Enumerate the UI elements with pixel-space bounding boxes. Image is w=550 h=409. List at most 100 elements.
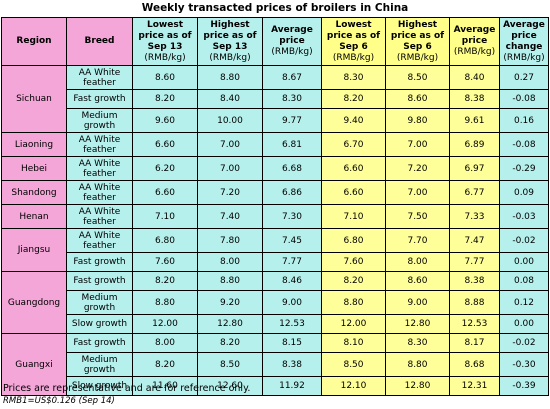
highest-sep13-cell: 7.20 (197, 180, 263, 205)
breed-cell: AA White feather (66, 180, 133, 205)
average-change-cell: 0.16 (499, 108, 549, 133)
lowest-sep6-cell: 12.10 (321, 376, 386, 396)
breed-cell: Medium growth (66, 290, 133, 315)
average-sep13-cell: 9.00 (262, 290, 322, 315)
average-change-cell: -0.02 (499, 228, 549, 253)
footnotes: Prices are representative and are for re… (3, 382, 250, 407)
average-sep13-cell: 8.67 (262, 65, 322, 90)
average-sep13-cell: 11.92 (262, 376, 322, 396)
average-sep6-cell: 6.89 (449, 132, 500, 157)
lowest-sep13-cell: 8.00 (132, 333, 198, 353)
lowest-sep13-cell: 8.60 (132, 65, 198, 90)
average-sep13-cell: 8.38 (262, 352, 322, 377)
lowest-sep13-cell: 11.60 (132, 376, 198, 396)
lowest-sep6-cell: 12.00 (321, 314, 386, 334)
table-row: Hebei AA White feather 6.20 7.00 6.68 6.60 7.2… (1, 156, 549, 181)
table-row: Henan AA White feather 7.10 7.40 7.30 7.10 7.5… (1, 204, 549, 229)
highest-sep6-cell: 8.60 (385, 271, 450, 291)
lowest-sep6-cell: 6.60 (321, 180, 386, 205)
broiler-price-table: Region Breed Lowest price as of Sep 13 (R… (1, 17, 549, 396)
exchange-rate-note: RMB1=US$0.126 (Sep 14) (3, 396, 115, 406)
highest-sep6-cell: 7.00 (385, 180, 450, 205)
header-region: Region (1, 17, 67, 66)
page-title: Weekly transacted prices of broilers in … (141, 2, 409, 14)
average-sep6-cell: 12.31 (449, 376, 500, 396)
lowest-sep6-cell: 7.10 (321, 204, 386, 229)
header-average-sep6: Average price (RMB/kg) (449, 17, 500, 66)
region-cell: Hebei (1, 156, 67, 181)
highest-sep6-cell: 8.60 (385, 89, 450, 109)
average-sep6-cell: 6.97 (449, 156, 500, 181)
average-change-cell: -0.08 (499, 89, 549, 109)
average-sep13-cell: 6.68 (262, 156, 322, 181)
table-body: Sichuan AA White feather 8.60 8.80 8.67 8.30 8… (1, 65, 549, 396)
highest-sep6-cell: 9.00 (385, 290, 450, 315)
lowest-sep6-cell: 6.80 (321, 228, 386, 253)
highest-sep13-cell: 8.00 (197, 252, 263, 272)
average-sep13-cell: 6.81 (262, 132, 322, 157)
highest-sep6-cell: 7.50 (385, 204, 450, 229)
average-sep6-cell: 7.33 (449, 204, 500, 229)
header-breed: Breed (66, 17, 133, 66)
average-change-cell: -0.30 (499, 352, 549, 377)
table-row: Guangxi Fast growth 8.00 8.20 8.15 8.10 8.30 8.… (1, 333, 549, 396)
table-row: Slow growth 11.60 12.60 11.92 12.10 12.80 12.3… (2, 376, 549, 396)
lowest-sep6-cell: 6.70 (321, 132, 386, 157)
reference-note: Prices are representative and are for re… (3, 383, 251, 394)
average-change-cell: -0.08 (499, 132, 549, 157)
highest-sep6-cell: 7.70 (385, 228, 450, 253)
average-sep13-cell: 6.86 (262, 180, 322, 205)
highest-sep13-cell: 7.40 (197, 204, 263, 229)
table-row: Fast growth 8.20 8.40 8.30 8.20 8.60 8.38 -0.08 (2, 89, 549, 109)
average-change-cell: 0.00 (499, 314, 549, 334)
header-highest-sep6: Highest price as of Sep 6 (RMB/kg) (385, 17, 450, 66)
average-change-cell: 0.12 (499, 290, 549, 315)
lowest-sep13-cell: 7.60 (132, 252, 198, 272)
lowest-sep6-cell: 8.20 (321, 271, 386, 291)
average-sep6-cell: 8.38 (449, 89, 500, 109)
table-row: Jiangsu AA White feather 6.80 7.80 7.45 6.80 7… (1, 228, 549, 272)
highest-sep6-cell: 12.80 (385, 314, 450, 334)
lowest-sep13-cell: 6.60 (132, 132, 198, 157)
average-sep13-cell: 8.15 (262, 333, 322, 353)
lowest-sep6-cell: 8.20 (321, 89, 386, 109)
lowest-sep6-cell: 8.50 (321, 352, 386, 377)
breed-cell: Medium growth (66, 108, 133, 133)
lowest-sep6-cell: 8.80 (321, 290, 386, 315)
highest-sep6-cell: 8.50 (385, 65, 450, 90)
breed-cell: Medium growth (66, 352, 133, 377)
average-change-cell: 0.08 (499, 271, 549, 291)
average-change-cell: 0.27 (499, 65, 549, 90)
breed-cell: Fast growth (66, 252, 133, 272)
header-lowest-sep13: Lowest price as of Sep 13 (RMB/kg) (132, 17, 198, 66)
region-cell: Henan (1, 204, 67, 229)
average-sep13-cell: 7.45 (262, 228, 322, 253)
breed-cell: Slow growth (66, 376, 133, 396)
highest-sep6-cell: 8.30 (385, 333, 450, 353)
lowest-sep6-cell: 8.10 (321, 333, 386, 353)
breed-cell: Slow growth (66, 314, 133, 334)
average-change-cell: 0.00 (499, 252, 549, 272)
table-row: Medium growth 8.20 8.50 8.38 8.50 8.80 8.68 -0.… (2, 352, 549, 377)
lowest-sep13-cell: 8.80 (132, 290, 198, 315)
average-change-cell: -0.02 (499, 333, 549, 353)
table-row: Fast growth 7.60 8.00 7.77 7.60 8.00 7.77 0.00 (2, 252, 549, 272)
average-change-cell: -0.03 (499, 204, 549, 229)
table-row: Sichuan AA White feather 8.60 8.80 8.67 8.30 8… (1, 65, 549, 133)
breed-cell: AA White feather (66, 204, 133, 229)
average-change-cell: -0.29 (499, 156, 549, 181)
average-sep6-cell: 7.77 (449, 252, 500, 272)
average-sep13-cell: 7.30 (262, 204, 322, 229)
highest-sep13-cell: 8.20 (197, 333, 263, 353)
highest-sep13-cell: 7.00 (197, 132, 263, 157)
header-highest-sep13: Highest price as of Sep 13 (RMB/kg) (197, 17, 263, 66)
highest-sep6-cell: 7.00 (385, 132, 450, 157)
breed-cell: AA White feather (66, 156, 133, 181)
lowest-sep13-cell: 7.10 (132, 204, 198, 229)
region-cell: Liaoning (1, 132, 67, 157)
highest-sep13-cell: 8.80 (197, 65, 263, 90)
highest-sep13-cell: 8.40 (197, 89, 263, 109)
average-change-cell: -0.39 (499, 376, 549, 396)
average-change-cell: 0.09 (499, 180, 549, 205)
highest-sep6-cell: 9.80 (385, 108, 450, 133)
